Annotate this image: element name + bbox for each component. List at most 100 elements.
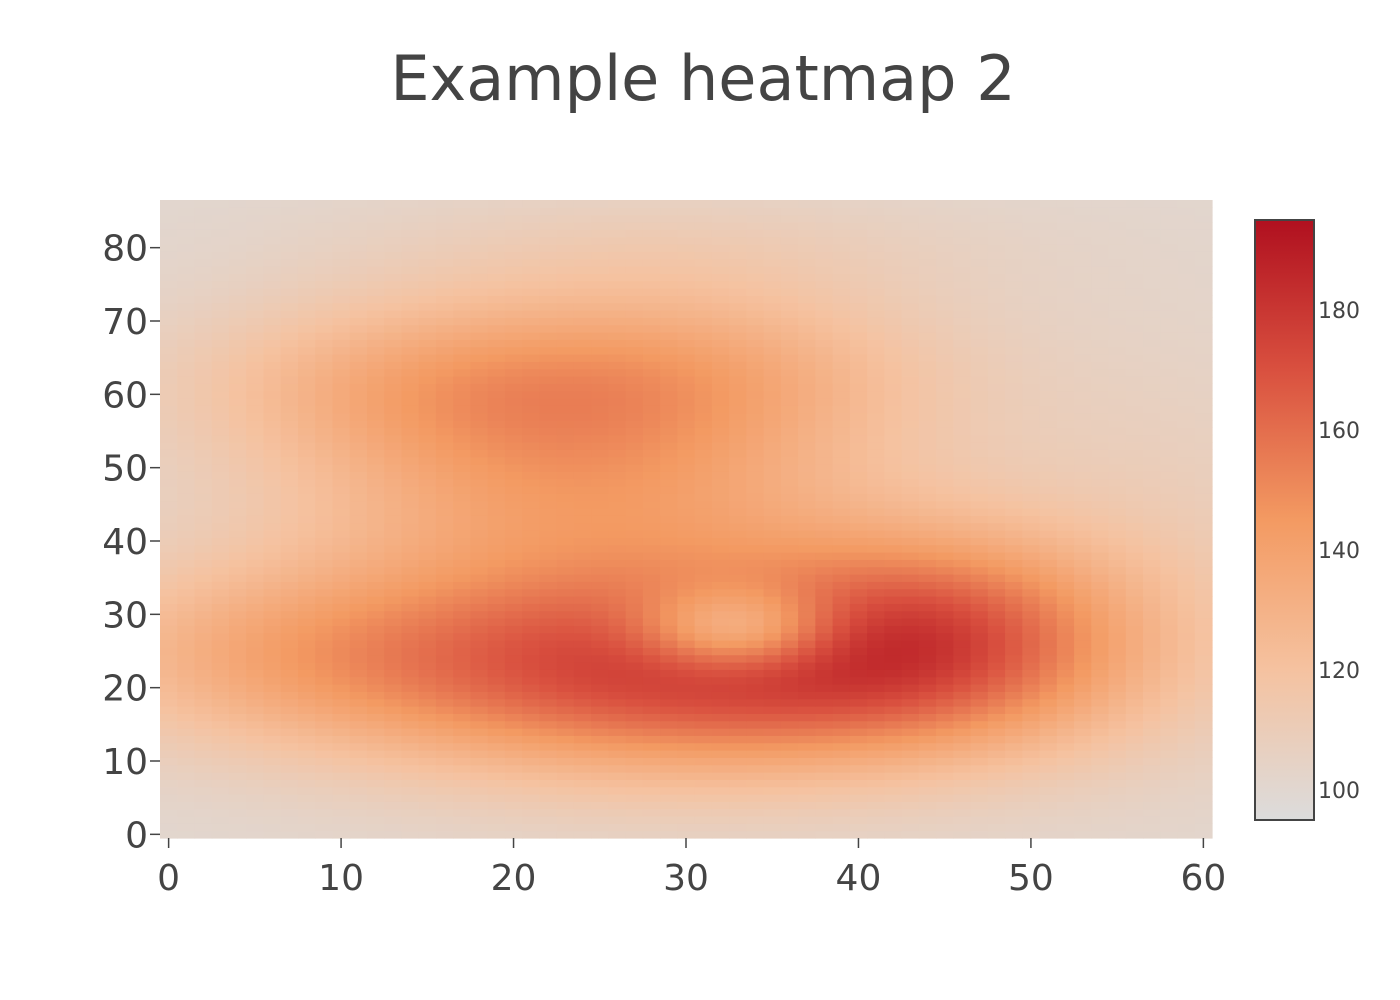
heatmap-cell (694, 625, 713, 634)
heatmap-cell (1177, 566, 1196, 575)
heatmap-cell (263, 735, 282, 744)
heatmap-cell (315, 676, 334, 685)
heatmap-cell (1194, 779, 1213, 788)
heatmap-cell (987, 728, 1006, 736)
heatmap-cell (849, 625, 868, 634)
heatmap-cell (867, 632, 885, 641)
heatmap-cell (1074, 552, 1092, 560)
heatmap-cell (1160, 823, 1179, 832)
heatmap-cell (1143, 515, 1161, 524)
heatmap-cell (1160, 368, 1179, 377)
heatmap-cell (1177, 456, 1196, 465)
heatmap-cell (901, 266, 920, 274)
heatmap-cell (522, 720, 541, 729)
heatmap-cell (953, 302, 972, 311)
heatmap-cell (625, 273, 644, 282)
heatmap-cell (453, 830, 472, 839)
heatmap-cell (780, 405, 799, 414)
heatmap-cell (711, 706, 730, 714)
heatmap-cell (315, 354, 334, 362)
heatmap-cell (642, 830, 661, 839)
heatmap-cell (625, 361, 644, 370)
heatmap-cell (435, 742, 454, 751)
heatmap-cell (625, 596, 644, 604)
heatmap-cell (625, 339, 644, 348)
heatmap-cell (280, 823, 299, 832)
heatmap-cell (815, 273, 834, 282)
heatmap-cell (332, 669, 351, 678)
heatmap-cell (642, 339, 661, 348)
heatmap-cell (849, 244, 868, 252)
heatmap-cell (401, 596, 420, 604)
heatmap-cell (746, 588, 765, 597)
heatmap-cell (867, 713, 885, 722)
heatmap-cell (263, 434, 282, 443)
heatmap-cell (384, 530, 403, 538)
heatmap-cell (711, 449, 730, 458)
heatmap-cell (832, 324, 851, 333)
heatmap-cell (1177, 324, 1196, 333)
heatmap-cell (211, 508, 230, 516)
heatmap-cell (711, 574, 730, 582)
heatmap-cell (867, 412, 885, 421)
heatmap-cell (918, 288, 937, 296)
heatmap-cell (573, 816, 592, 824)
heatmap-cell (1022, 720, 1041, 729)
heatmap-cell (1194, 302, 1213, 311)
heatmap-cell (694, 346, 713, 355)
heatmap-cell (918, 552, 937, 560)
heatmap-cell (539, 779, 558, 788)
heatmap-cell (315, 376, 334, 384)
heatmap-cell (297, 332, 316, 340)
heatmap-cell (297, 508, 316, 516)
heatmap-cell (1160, 581, 1179, 590)
heatmap-cell (573, 764, 592, 773)
heatmap-cell (815, 801, 834, 810)
heatmap-cell (211, 332, 230, 340)
heatmap-cell (884, 273, 903, 282)
heatmap-cell (315, 772, 334, 780)
heatmap-cell (694, 244, 713, 252)
heatmap-cell (936, 405, 954, 414)
heatmap-cell (884, 258, 903, 267)
heatmap-cell (556, 647, 575, 656)
heatmap-cell (1108, 830, 1127, 839)
heatmap-cell (867, 566, 885, 575)
heatmap-cell (1194, 676, 1213, 685)
heatmap-cell (401, 354, 420, 362)
heatmap-cell (763, 830, 782, 839)
heatmap-cell (1125, 603, 1144, 612)
heatmap-cell (349, 508, 368, 516)
heatmap-cell (504, 478, 523, 487)
heatmap-cell (470, 332, 489, 340)
heatmap-cell (608, 596, 627, 604)
heatmap-cell (746, 801, 765, 810)
heatmap-cell (884, 588, 903, 597)
heatmap-cell (1022, 588, 1041, 597)
heatmap-cell (504, 266, 523, 274)
heatmap-cell (660, 640, 678, 648)
heatmap-cell (936, 361, 954, 370)
heatmap-cell (280, 456, 299, 465)
heatmap-cell (1194, 581, 1213, 590)
heatmap-cell (504, 332, 523, 340)
heatmap-cell (194, 625, 213, 634)
heatmap-cell (815, 412, 834, 421)
heatmap-cell (401, 654, 420, 663)
heatmap-cell (918, 720, 937, 729)
heatmap-cell (711, 324, 730, 333)
heatmap-cell (177, 808, 196, 817)
heatmap-cell (642, 464, 661, 472)
heatmap-cell (435, 302, 454, 311)
heatmap-cell (780, 566, 799, 575)
heatmap-cell (487, 640, 506, 648)
heatmap-cell (194, 258, 213, 267)
heatmap-cell (246, 684, 265, 692)
heatmap-cell (246, 742, 265, 751)
heatmap-cell (746, 339, 765, 348)
heatmap-cell (332, 390, 351, 399)
heatmap-cell (297, 295, 316, 304)
heatmap-cell (1074, 720, 1092, 729)
heatmap-cell (573, 552, 592, 560)
heatmap-cell (211, 420, 230, 428)
